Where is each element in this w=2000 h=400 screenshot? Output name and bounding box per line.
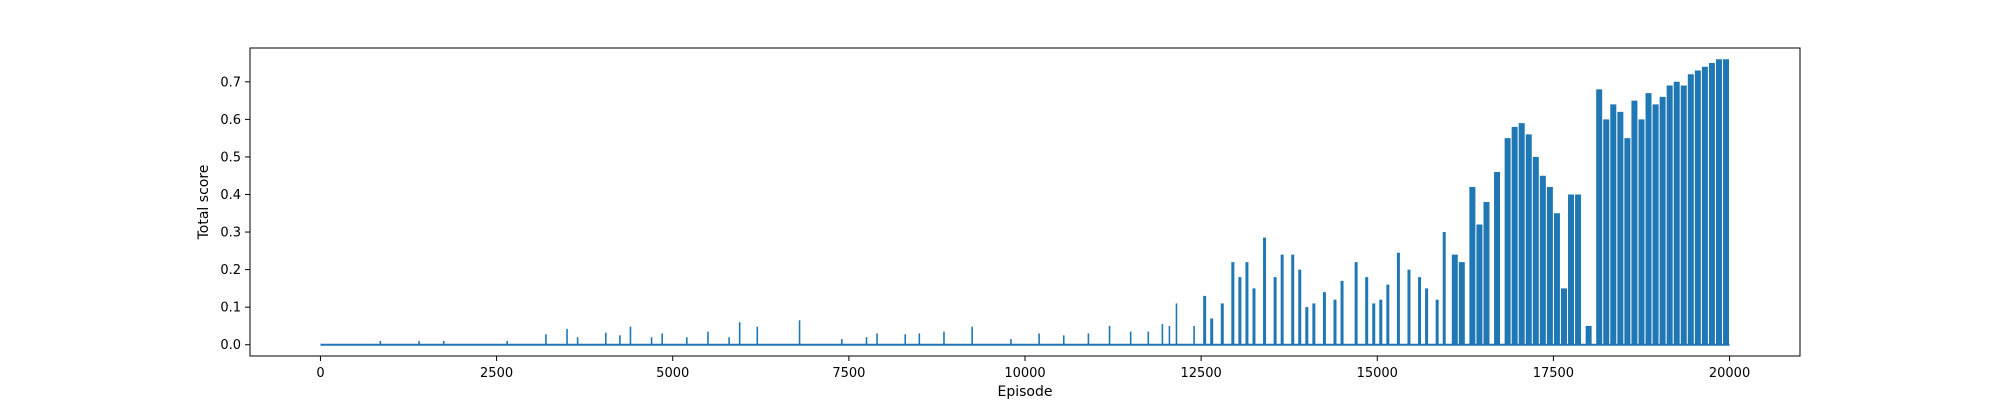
x-tick-label: 0 <box>316 366 324 381</box>
x-tick-label: 2500 <box>480 366 513 381</box>
y-tick-label: 0.1 <box>220 301 241 316</box>
x-tick-label: 10000 <box>1004 366 1045 381</box>
y-tick-label: 0.6 <box>220 113 241 128</box>
y-axis: 0.0 0.1 0.2 0.3 0.4 0.5 0.6 0.7 <box>220 75 250 353</box>
x-tick-label: 17500 <box>1533 366 1574 381</box>
y-tick-label: 0.2 <box>220 263 241 278</box>
x-tick-label: 5000 <box>656 366 689 381</box>
x-axis: 0 2500 5000 7500 10000 12500 15000 17500 20000 <box>316 356 1750 381</box>
plot-area <box>249 47 1801 357</box>
plot-frame <box>249 47 1801 357</box>
x-axis-label: Episode <box>998 384 1053 400</box>
x-tick-label: 20000 <box>1709 366 1750 381</box>
x-tick-label: 7500 <box>832 366 865 381</box>
y-axis-label: Total score <box>196 165 212 241</box>
x-tick-label: 15000 <box>1357 366 1398 381</box>
y-tick-label: 0.7 <box>220 75 241 90</box>
y-tick-label: 0.4 <box>220 188 241 203</box>
x-tick-label: 12500 <box>1180 366 1221 381</box>
y-tick-label: 0.3 <box>220 226 241 241</box>
y-tick-label: 0.5 <box>220 150 241 165</box>
y-tick-label: 0.0 <box>220 338 241 353</box>
series-layer <box>320 59 1730 346</box>
